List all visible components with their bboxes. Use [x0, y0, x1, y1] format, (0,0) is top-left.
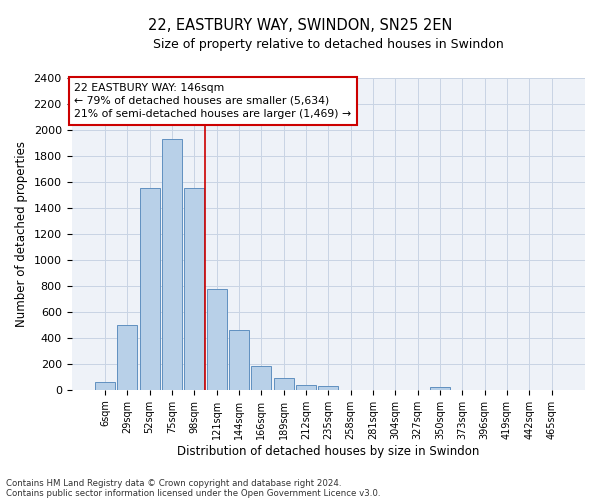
Bar [318, 386, 338, 390]
Bar [95, 382, 115, 390]
Bar [296, 386, 316, 390]
X-axis label: Distribution of detached houses by size in Swindon: Distribution of detached houses by size … [177, 444, 479, 458]
Y-axis label: Number of detached properties: Number of detached properties [15, 141, 28, 327]
Bar [229, 330, 249, 390]
Bar [162, 139, 182, 390]
Text: 22, EASTBURY WAY, SWINDON, SN25 2EN: 22, EASTBURY WAY, SWINDON, SN25 2EN [148, 18, 452, 32]
Bar [184, 188, 205, 390]
Bar [430, 386, 450, 390]
Bar [140, 188, 160, 390]
Text: Contains public sector information licensed under the Open Government Licence v3: Contains public sector information licen… [6, 488, 380, 498]
Bar [274, 378, 293, 390]
Bar [251, 366, 271, 390]
Bar [206, 288, 227, 390]
Bar [117, 325, 137, 390]
Title: Size of property relative to detached houses in Swindon: Size of property relative to detached ho… [153, 38, 503, 51]
Text: Contains HM Land Registry data © Crown copyright and database right 2024.: Contains HM Land Registry data © Crown c… [6, 478, 341, 488]
Text: 22 EASTBURY WAY: 146sqm
← 79% of detached houses are smaller (5,634)
21% of semi: 22 EASTBURY WAY: 146sqm ← 79% of detache… [74, 82, 351, 119]
